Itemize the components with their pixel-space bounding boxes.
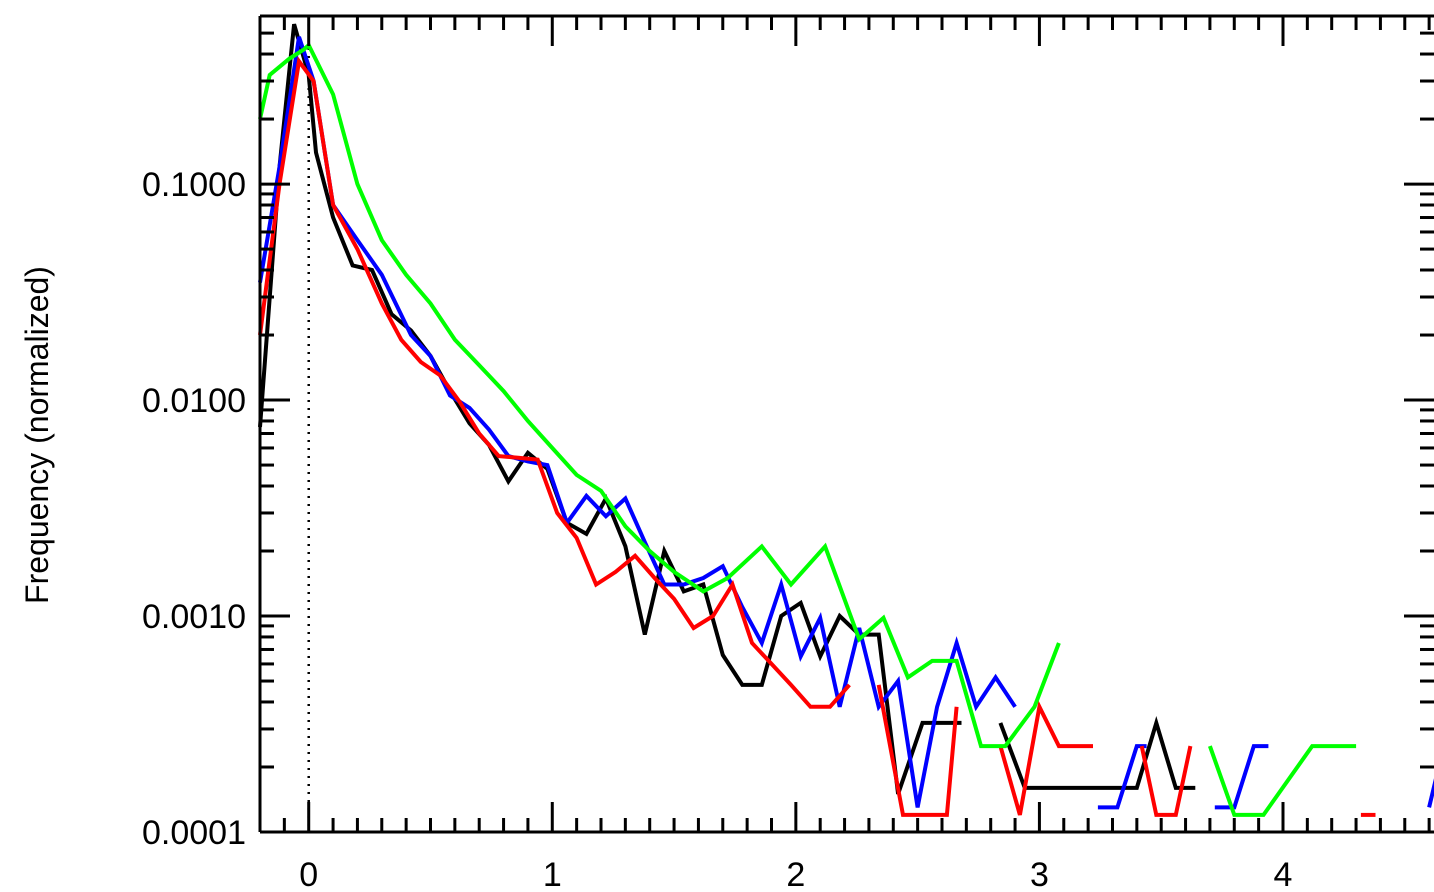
x-tick-label: 0 — [299, 856, 318, 892]
y-tick-label: 0.0100 — [142, 382, 246, 420]
y-tick-label: 0.1000 — [142, 166, 246, 204]
data-layer — [258, 16, 1434, 832]
series-2-segment-3 — [1139, 745, 1193, 817]
series-3-segment-0 — [258, 41, 1061, 749]
series-1-segment-0 — [258, 36, 1017, 808]
series-0-segment-1 — [998, 715, 1196, 790]
y-tick-label: 0.0010 — [142, 598, 246, 636]
x-tick-label: 4 — [1274, 856, 1293, 892]
axes-layer: 0 1 2 3 4 0.1000 0.0100 0.0010 0.0001 — [142, 14, 1434, 892]
series-1-segment-2 — [1214, 744, 1269, 810]
y-axis-label: Frequency (normalized) — [19, 266, 55, 604]
series-2-segment-2 — [998, 700, 1093, 816]
series-2-segment-0 — [258, 56, 851, 709]
series-3-segment-1 — [1208, 744, 1357, 817]
series-0-segment-0 — [258, 23, 962, 795]
series-2-segment-1 — [876, 684, 959, 817]
x-tick-label: 3 — [1030, 856, 1049, 892]
x-tick-label: 2 — [786, 856, 805, 892]
x-tick-label: 1 — [543, 856, 562, 892]
y-tick-label: 0.0001 — [142, 814, 246, 852]
series-1-segment-3 — [1427, 778, 1434, 808]
